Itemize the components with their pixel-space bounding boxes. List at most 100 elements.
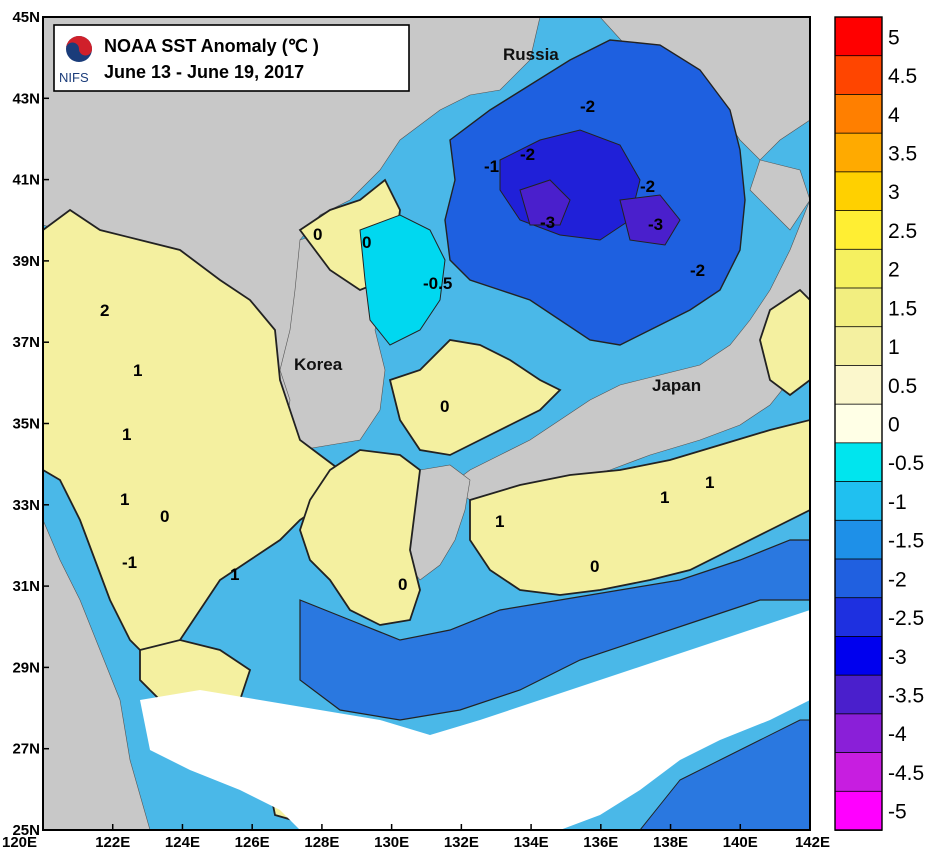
colorbar-swatch (834, 365, 883, 406)
title-line-2: June 13 - June 19, 2017 (104, 62, 304, 82)
place-label-japan: Japan (652, 376, 701, 395)
contour-label: -2 (640, 177, 655, 196)
colorbar-label: 4 (888, 104, 900, 127)
colorbar-swatch (834, 132, 883, 173)
title-line-1: NOAA SST Anomaly (℃ ) (104, 36, 319, 56)
colorbar-swatch (834, 790, 883, 831)
colorbar-swatch (834, 674, 883, 715)
contour-label: 1 (122, 425, 131, 444)
contour-label: 0 (313, 225, 322, 244)
contour-label: 1 (230, 565, 239, 584)
y-tick-label: 37N (12, 334, 40, 351)
cold-bottom-right (639, 719, 810, 830)
colorbar-swatch (834, 326, 883, 367)
colorbar-swatch (834, 636, 883, 677)
colorbar-label: 0.5 (888, 375, 917, 398)
colorbar-label: -3 (888, 646, 907, 669)
contour-label: -3 (648, 215, 663, 234)
contour-label: 1 (705, 473, 714, 492)
colorbar-swatch (834, 752, 883, 793)
contour-label: -0.5 (423, 274, 452, 293)
contour-label: 0 (160, 507, 169, 526)
warm-pacific-east (759, 288, 810, 397)
contour-label: 0 (440, 397, 449, 416)
contour-label: 1 (133, 361, 142, 380)
colorbar-swatch (834, 55, 883, 96)
colorbar-label: -0.5 (888, 452, 924, 475)
x-axis: 120E 122E 124E 126E 128E 130E 132E 134E 136E 138E… (2, 824, 830, 851)
y-tick-label: 31N (12, 578, 40, 595)
colorbar-label: -2.5 (888, 607, 924, 630)
colorbar-label: 3.5 (888, 143, 917, 166)
y-tick-label: 27N (12, 741, 40, 758)
x-tick-label: 136E (583, 834, 618, 851)
colorbar-swatch (834, 558, 883, 599)
warm-south-japan (469, 419, 810, 596)
place-label-russia: Russia (503, 45, 559, 64)
x-tick-label: 130E (374, 834, 409, 851)
land-china-south (43, 519, 151, 830)
contour-label: 1 (660, 488, 669, 507)
y-tick-label: 41N (12, 172, 40, 189)
contour-label: -1 (484, 157, 499, 176)
colorbar-swatch (834, 597, 883, 638)
colorbar-legend: 5 4.5 4 3.5 3 2.5 2 1.5 1 0.5 0 -0.5 -1 -1.5 -2 -2.5 -3 -… (834, 16, 924, 831)
colorbar-swatch (834, 481, 883, 522)
x-tick-label: 122E (95, 834, 130, 851)
colorbar-label: 0 (888, 414, 900, 437)
nifs-logo-text: NIFS (59, 70, 89, 85)
x-tick-label: 126E (235, 834, 270, 851)
colorbar-swatch (834, 171, 883, 212)
y-tick-label: 45N (12, 9, 40, 26)
colorbar-label: -4 (888, 723, 907, 746)
contour-label: -2 (520, 145, 535, 164)
contour-label: 0 (398, 575, 407, 594)
colorbar-label: 2 (888, 259, 900, 282)
cold-core-2 (519, 179, 571, 226)
colorbar-frame (834, 16, 883, 831)
warm-korea-strait (299, 449, 421, 626)
contour-label: 0 (590, 557, 599, 576)
contour-label: -2 (690, 261, 705, 280)
x-tick-label: 134E (514, 834, 549, 851)
warm-east-sea-south (388, 339, 562, 456)
x-tick-label: 140E (723, 834, 758, 851)
colorbar-label: 2.5 (888, 220, 917, 243)
colorbar-swatch (834, 16, 883, 57)
contour-label: -1 (122, 553, 137, 572)
place-label-korea: Korea (294, 355, 343, 374)
colorbar-label: 1.5 (888, 297, 917, 320)
land-japan (449, 199, 810, 501)
map-area (43, 17, 810, 830)
colorbar-swatch (834, 403, 883, 444)
colorbar-label: -2 (888, 568, 907, 591)
y-tick-label: 25N (12, 822, 40, 839)
colorbar-swatch (834, 210, 883, 251)
nifs-logo: NIFS (59, 36, 92, 85)
y-tick-label: 29N (12, 659, 40, 676)
colorbar-label: -5 (888, 801, 907, 824)
colorbar-swatch (834, 94, 883, 135)
x-tick-label: 124E (165, 834, 200, 851)
contour-label: 1 (495, 512, 504, 531)
x-tick-label: 120E (2, 834, 37, 851)
colorbar-label: -4.5 (888, 762, 924, 785)
colorbar-label: -1 (888, 491, 907, 514)
title-box: NIFS NOAA SST Anomaly (℃ ) June 13 - Jun… (53, 24, 410, 92)
land-hokkaido (749, 159, 810, 231)
colorbar-label: 1 (888, 336, 900, 359)
contour-label: 1 (120, 490, 129, 509)
cyan-yellow-sea-north (359, 214, 446, 346)
contour-labels: -2 -2 -2 -3 -3 -2 -1 -0.5 0 0 0 1 1 1 1 2 0 -1 1 1 0 0 1 (100, 97, 714, 594)
x-tick-label: 128E (304, 834, 339, 851)
colorbar-label: 4.5 (888, 65, 917, 88)
contour-label: -3 (540, 213, 555, 232)
colorbar-swatch (834, 442, 883, 483)
x-tick-label: 142E (795, 834, 830, 851)
contour-label: -2 (580, 97, 595, 116)
y-tick-label: 35N (12, 416, 40, 433)
colorbar-label: -1.5 (888, 530, 924, 553)
colorbar-swatch (834, 713, 883, 754)
x-tick-label: 132E (444, 834, 479, 851)
